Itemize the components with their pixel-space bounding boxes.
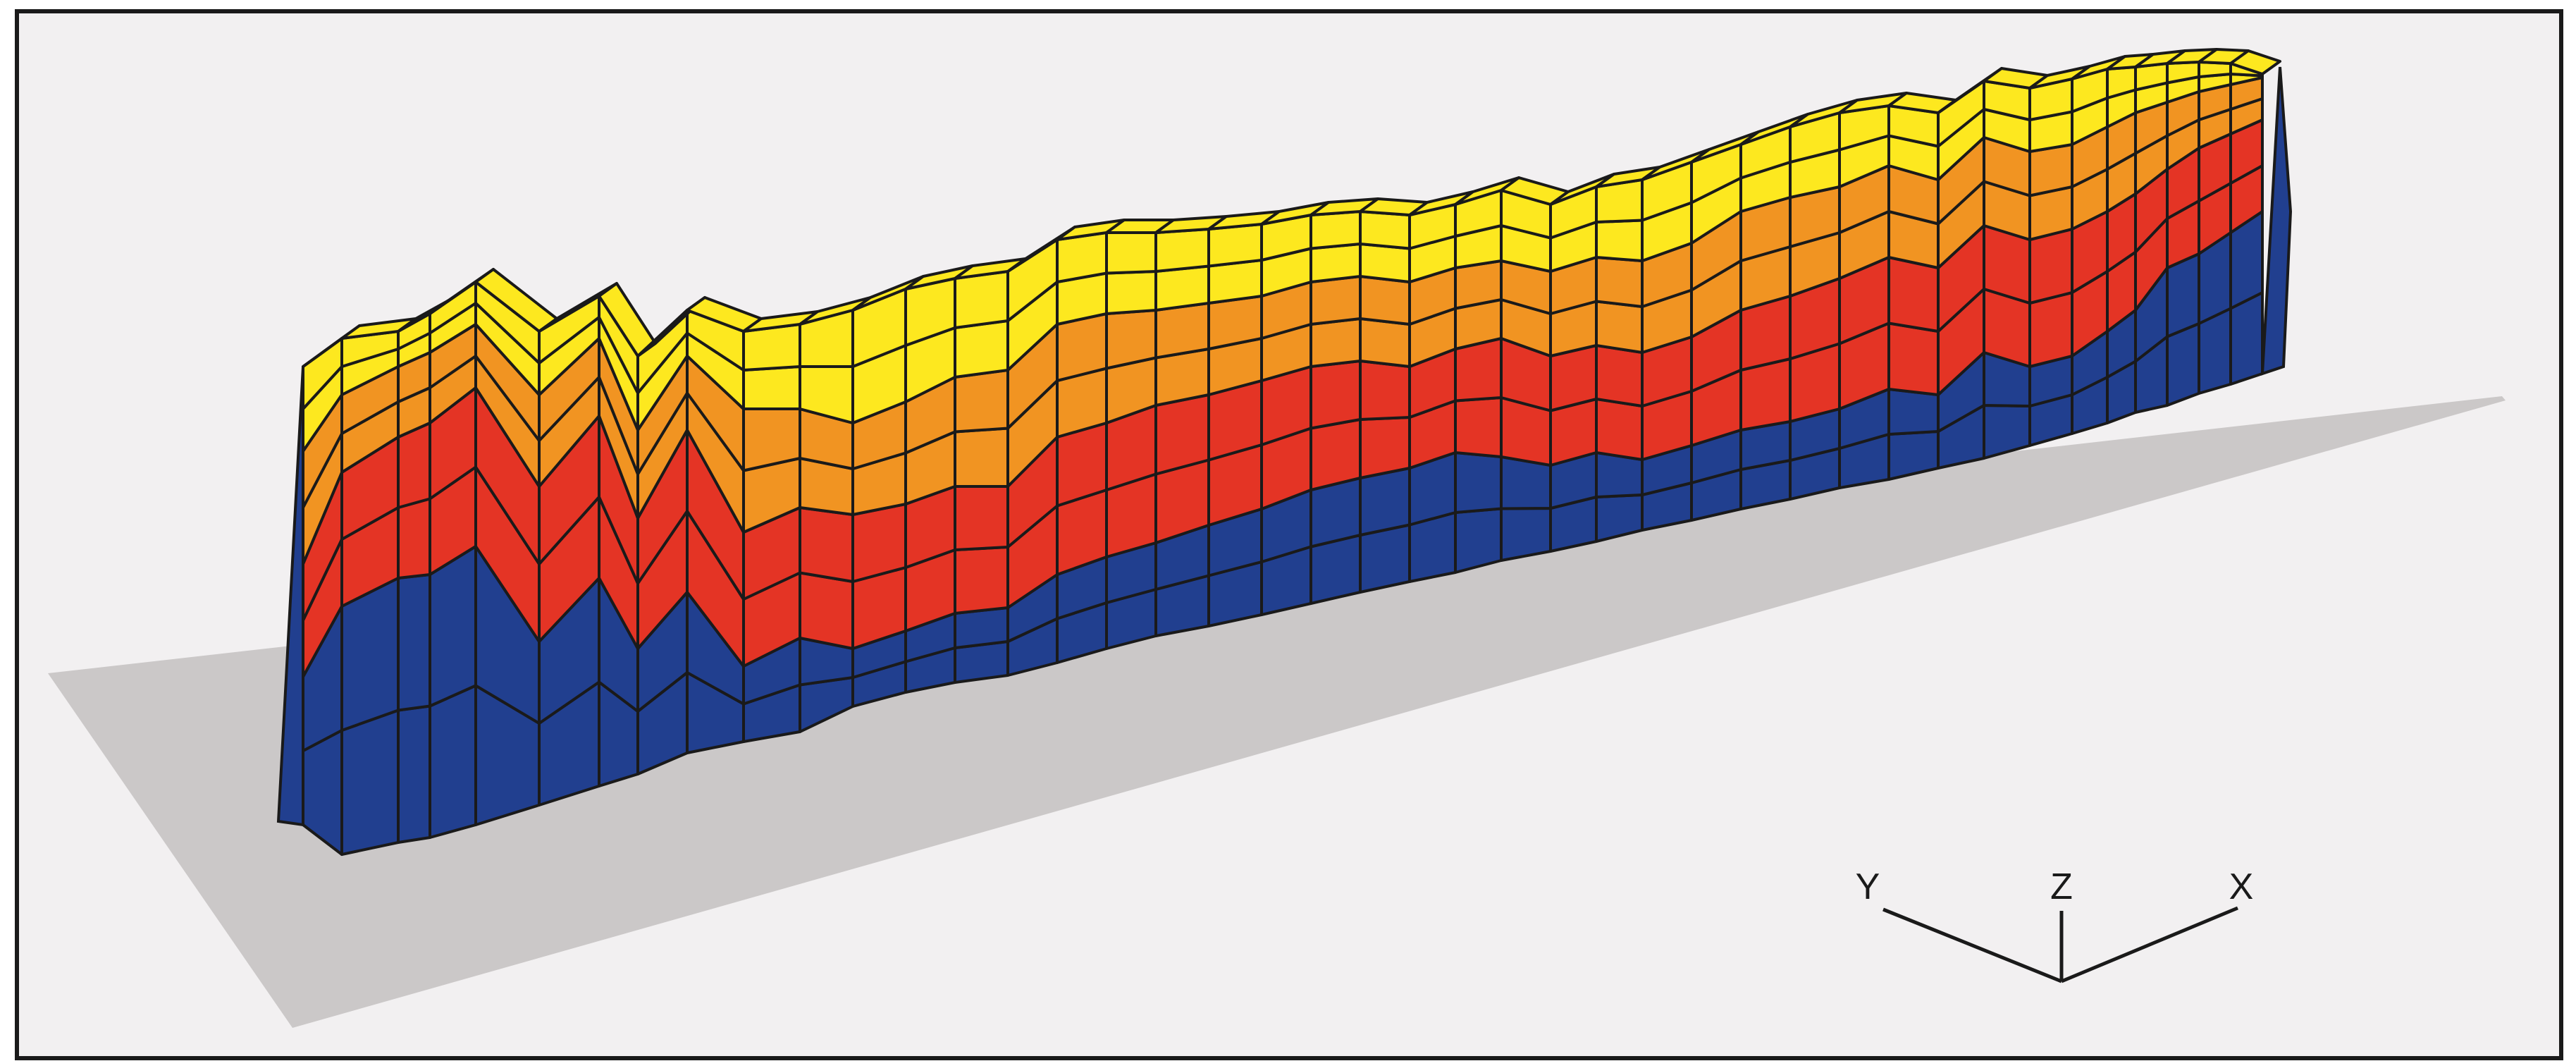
facet-red: [851, 503, 907, 583]
facet-red: [1887, 321, 1940, 396]
end-facet: [2260, 66, 2293, 376]
layer-band-blue: [302, 210, 2264, 856]
facet-yellow: [954, 319, 1009, 379]
facet-red: [1595, 344, 1644, 407]
facet-yellow: [1595, 219, 1644, 262]
top-cap: [302, 48, 2281, 368]
y-axis-label: Y: [1856, 866, 1880, 907]
facet-yellow: [1359, 210, 1411, 250]
facet-yellow: [1105, 270, 1157, 315]
facet-blue: [1454, 451, 1503, 514]
facet-red: [1887, 256, 1940, 333]
facet-red: [1359, 360, 1411, 421]
z-axis-label: Z: [2050, 866, 2073, 907]
facet-blue: [1454, 507, 1503, 574]
axis-indicator: Y Z X: [1856, 866, 2254, 983]
facet-blue: [1500, 507, 1552, 562]
facet-orange: [954, 427, 1009, 488]
facet-orange: [742, 407, 801, 472]
base-plane: [48, 396, 2506, 1028]
facet-orange: [1309, 317, 1362, 368]
facet-yellow: [1309, 243, 1362, 283]
facet-yellow: [954, 270, 1009, 329]
facet-red: [1154, 393, 1210, 476]
facet-red: [1309, 360, 1362, 430]
facet-blue: [340, 709, 400, 856]
facet-red: [954, 485, 1009, 551]
layer-band-yellow: [302, 61, 2264, 453]
x-axis-label: X: [2229, 866, 2254, 907]
facet-orange: [1105, 309, 1157, 370]
facet-yellow: [742, 365, 801, 410]
facet-orange: [1154, 302, 1210, 360]
facet-blue: [1887, 388, 1940, 436]
facet-blue: [397, 704, 431, 844]
facet-yellow: [1105, 231, 1157, 275]
facet-orange: [1309, 275, 1362, 326]
end-facet: [276, 366, 304, 827]
facet-red: [397, 497, 431, 579]
facet-yellow: [1359, 243, 1411, 283]
facet-red: [954, 546, 1009, 615]
facet-blue: [1359, 467, 1411, 536]
y-axis-line: [1882, 907, 2062, 983]
facet-red: [1359, 416, 1411, 479]
facet-red: [1309, 418, 1362, 491]
facet-orange: [1595, 300, 1644, 354]
layered-surface: [276, 48, 2293, 856]
facet-red: [2028, 228, 2073, 305]
facet-blue: [429, 684, 477, 839]
facet-red: [799, 571, 854, 650]
facet-orange: [954, 369, 1009, 434]
facet-red: [1595, 398, 1644, 461]
facet-orange: [1595, 256, 1644, 308]
facet-red: [799, 506, 854, 583]
facet-yellow: [1154, 264, 1210, 312]
facet-yellow: [1154, 228, 1210, 273]
facet-orange: [1207, 295, 1263, 350]
x-axis-line: [2061, 906, 2238, 983]
facet-yellow: [1207, 223, 1263, 268]
cap-facet: [2229, 49, 2281, 75]
end-face-left: [276, 66, 2293, 827]
facet-orange: [1359, 317, 1411, 368]
facet-orange: [2028, 143, 2073, 197]
facet-orange: [1359, 275, 1411, 326]
facet-red: [1454, 396, 1503, 458]
facet-yellow: [1309, 210, 1362, 250]
layer-band-red: [302, 118, 2264, 678]
facet-blue: [397, 573, 431, 712]
facet-red: [2028, 291, 2073, 368]
